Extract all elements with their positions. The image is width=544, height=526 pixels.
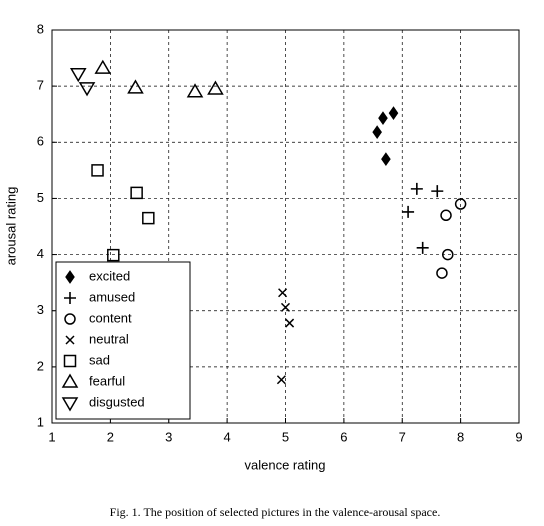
legend-label: sad <box>89 352 110 367</box>
point <box>130 186 143 200</box>
point <box>278 288 288 298</box>
x-tick-label: 7 <box>399 429 406 444</box>
point <box>207 80 224 95</box>
x-tick-label: 2 <box>107 429 114 444</box>
legend <box>55 261 191 420</box>
point <box>436 267 448 279</box>
point <box>94 59 112 74</box>
point <box>127 79 144 94</box>
point <box>107 248 120 262</box>
legend-marker <box>64 292 76 304</box>
point <box>91 164 104 177</box>
legend-label: disgusted <box>89 394 145 409</box>
y-tick-label: 6 <box>37 134 44 149</box>
legend-marker <box>61 397 79 412</box>
point <box>388 106 399 120</box>
point <box>440 209 452 221</box>
legend-marker <box>64 313 76 325</box>
x-tick-label: 6 <box>340 429 347 444</box>
point <box>442 248 454 261</box>
y-tick-label: 8 <box>37 21 44 36</box>
point <box>402 205 415 218</box>
x-tick-label: 3 <box>165 429 172 444</box>
point <box>454 198 467 210</box>
y-tick-label: 4 <box>37 246 44 261</box>
x-tick-label: 4 <box>224 429 231 444</box>
x-axis-label: valence rating <box>245 457 326 472</box>
plot-frame <box>51 29 520 424</box>
legend-label: content <box>89 310 132 325</box>
legend-marker <box>65 270 75 284</box>
legend-marker <box>65 335 75 345</box>
legend-label: fearful <box>89 373 125 388</box>
legend-label: excited <box>89 268 130 283</box>
point <box>416 241 429 254</box>
point <box>431 185 444 198</box>
y-tick-label: 3 <box>37 302 44 317</box>
legend-marker <box>63 354 77 368</box>
legend-marker <box>61 373 79 388</box>
y-tick-label: 2 <box>37 358 44 373</box>
y-tick-label: 5 <box>37 190 44 205</box>
point <box>69 68 87 83</box>
point <box>410 182 423 195</box>
point <box>186 83 204 98</box>
point <box>78 82 96 97</box>
point <box>285 318 295 328</box>
caption: Fig. 1. The position of selected picture… <box>110 505 441 519</box>
x-tick-label: 9 <box>515 429 522 444</box>
point <box>276 375 286 385</box>
y-tick-label: 7 <box>37 78 44 93</box>
point <box>378 111 388 126</box>
y-axis-label: arousal rating <box>3 187 18 266</box>
point <box>381 152 391 167</box>
legend-label: amused <box>89 289 135 304</box>
point <box>372 125 382 140</box>
x-tick-label: 1 <box>48 429 55 444</box>
x-tick-label: 8 <box>457 429 464 444</box>
legend-label: neutral <box>89 331 129 346</box>
point <box>280 302 291 312</box>
x-tick-label: 5 <box>282 429 289 444</box>
point <box>142 211 155 225</box>
y-tick-label: 1 <box>37 414 44 429</box>
